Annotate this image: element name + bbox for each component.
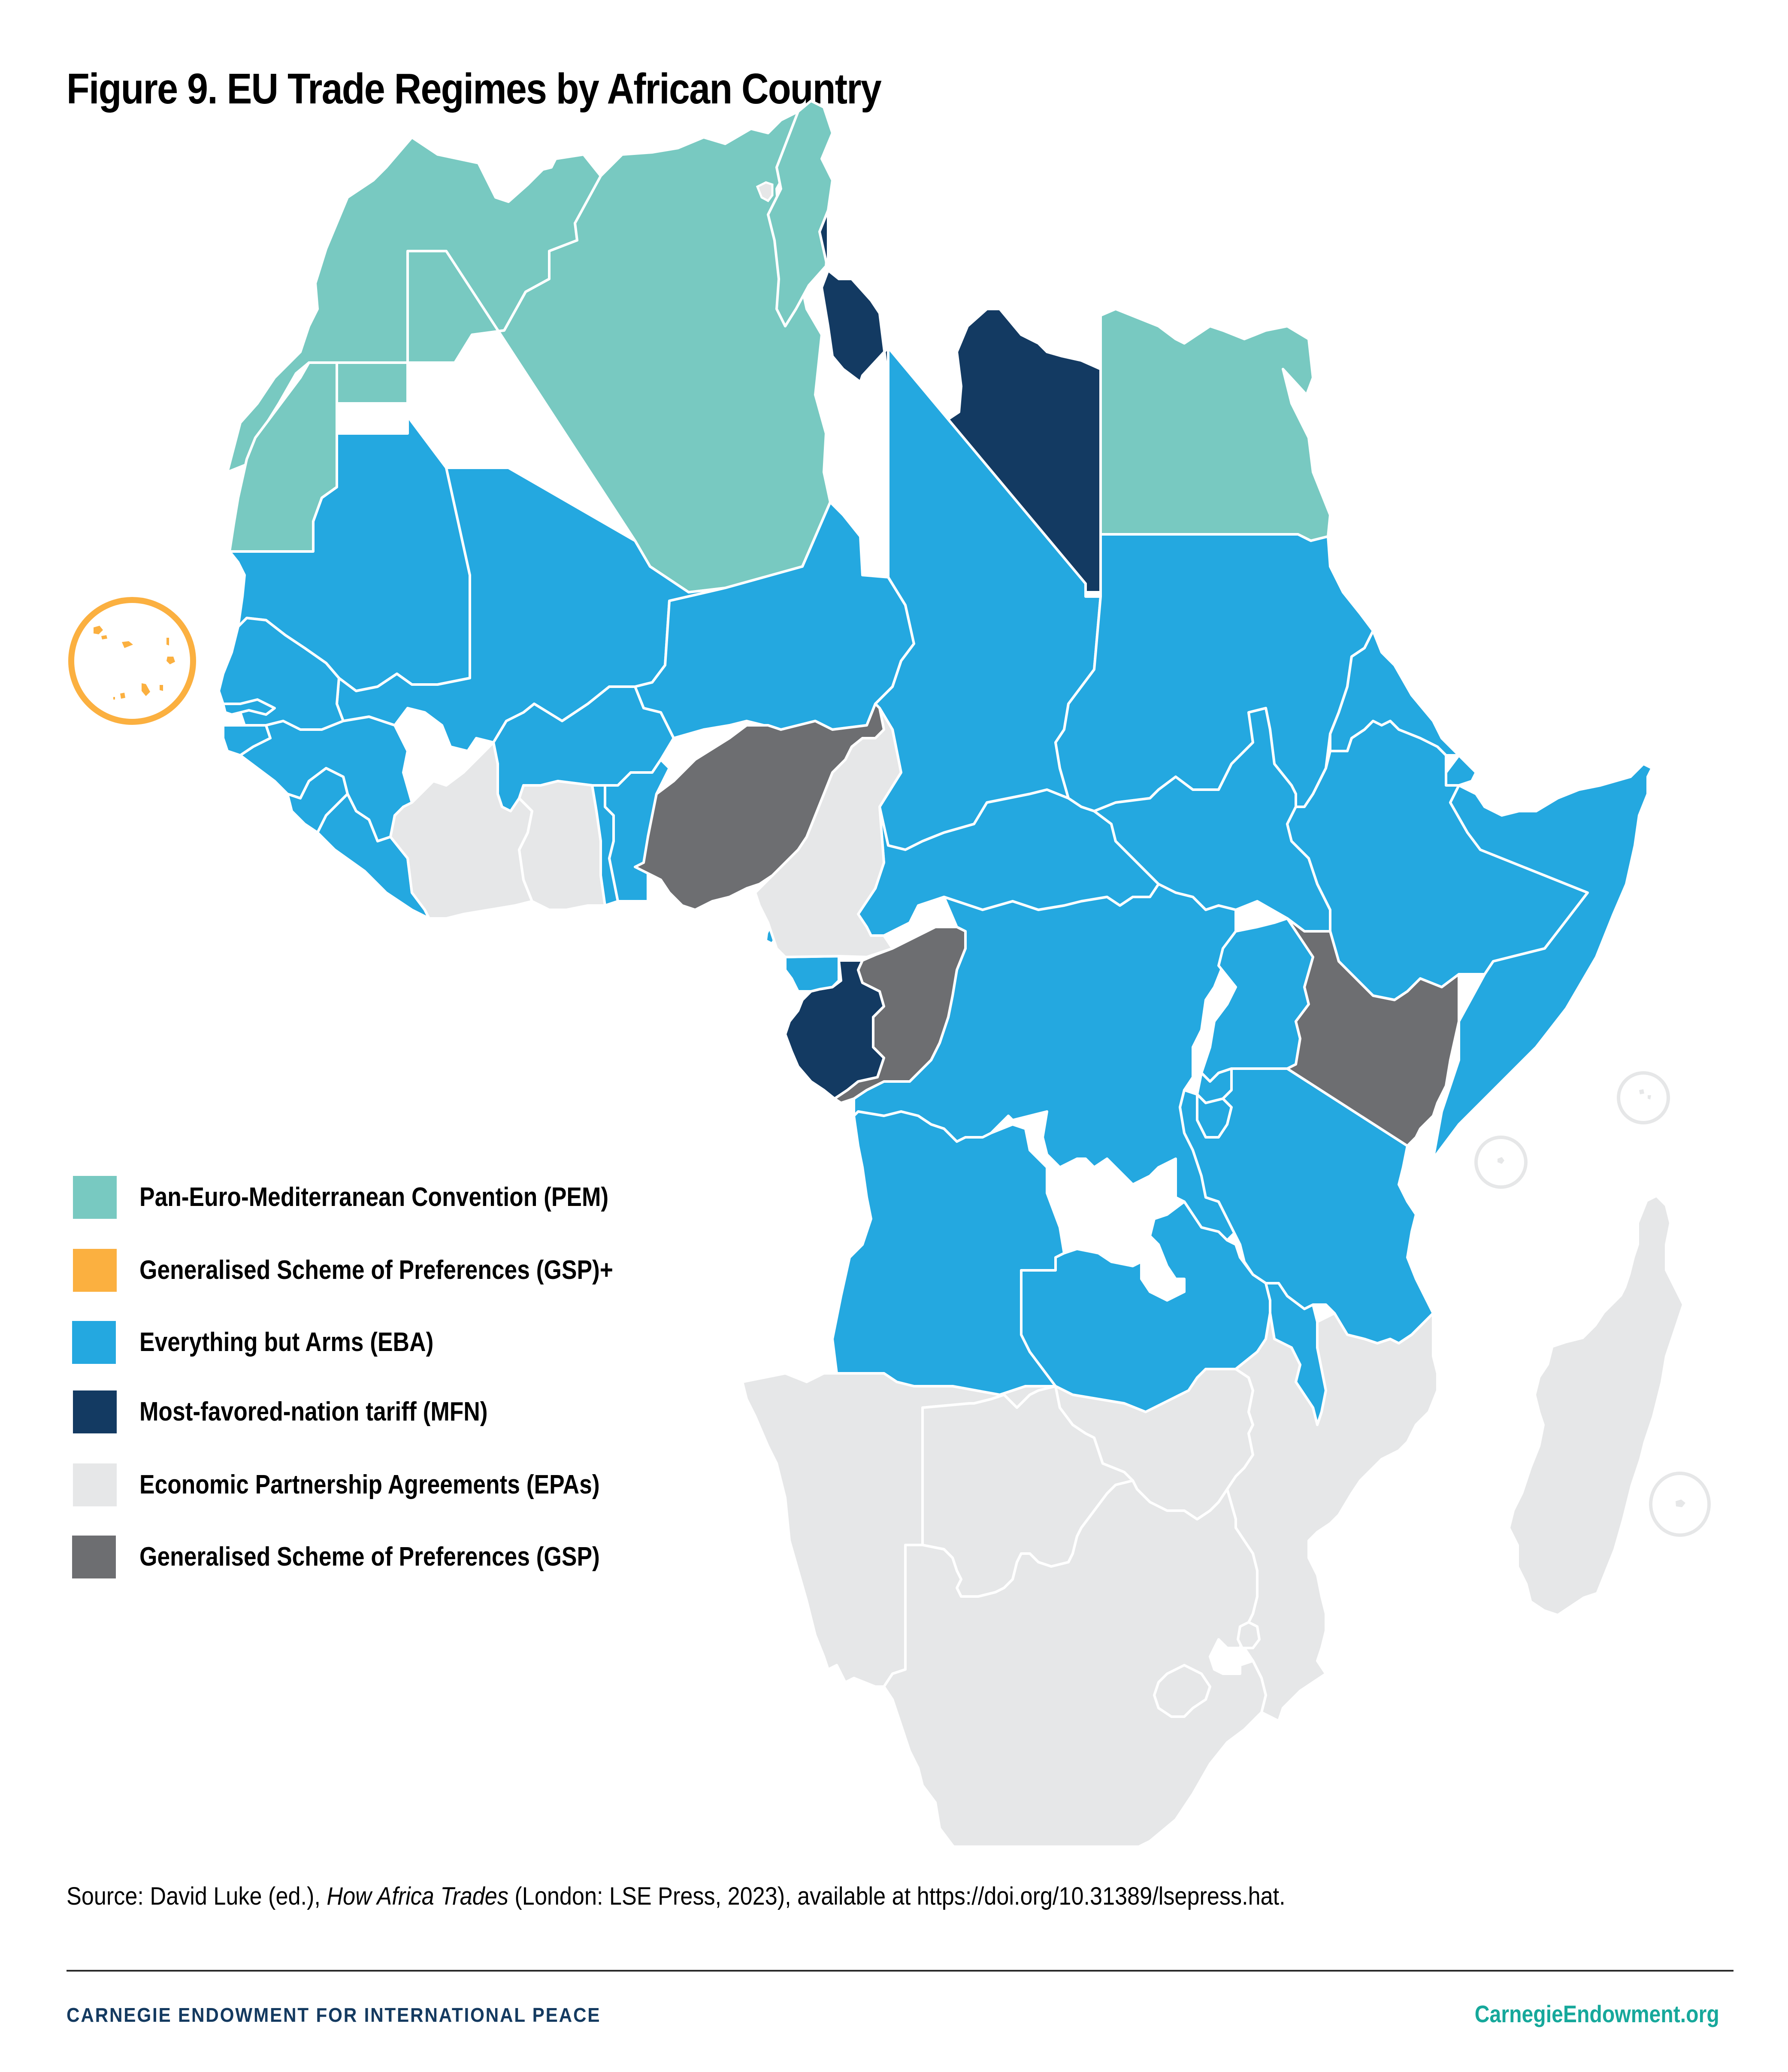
country-eswatini[interactable] [1237, 1621, 1261, 1649]
region-eba [218, 346, 1653, 1426]
seychelles-inset-circle [1617, 1071, 1670, 1124]
source-prefix: Source: David Luke (ed.), [67, 1882, 327, 1910]
swatch-gsp-plus [73, 1249, 117, 1292]
africa-map [68, 100, 1711, 1845]
country-gambia[interactable] [222, 698, 276, 716]
region-pem [226, 100, 1331, 594]
region-epa [389, 181, 1711, 1845]
footer-divider [67, 1970, 1734, 1972]
legend-label-gsp-plus: Generalised Scheme of Preferences (GSP)+ [139, 1255, 613, 1285]
country-djibouti[interactable] [1445, 754, 1477, 787]
legend-label-eba: Everything but Arms (EBA) [139, 1327, 434, 1357]
country-madagascar[interactable] [1510, 1197, 1682, 1614]
legend-label-gsp: Generalised Scheme of Preferences (GSP) [139, 1542, 600, 1572]
country-comoros[interactable] [1498, 1157, 1504, 1164]
country-tunisia[interactable] [767, 100, 834, 327]
country-lesotho[interactable] [1153, 1664, 1211, 1718]
country-mozambique[interactable] [1226, 1312, 1439, 1722]
country-somalia[interactable] [1432, 763, 1653, 1160]
country-ghana[interactable] [518, 780, 606, 911]
swatch-mfn [73, 1390, 117, 1433]
country-congo[interactable] [833, 926, 967, 1104]
country-south-africa[interactable] [883, 1479, 1267, 1845]
country-seychelles[interactable] [1639, 1089, 1651, 1100]
legend-label-mfn: Most-favored-nation tariff (MFN) [139, 1397, 488, 1427]
source-suffix: (London: LSE Press, 2023), available at … [508, 1882, 1286, 1910]
region-gsp [634, 703, 1460, 1147]
figure-title: Figure 9. EU Trade Regimes by African Co… [67, 65, 882, 113]
footer-url-link[interactable]: CarnegieEndowment.org [1475, 2000, 1719, 2027]
swatch-eba [72, 1321, 116, 1364]
country-nigeria[interactable] [634, 703, 885, 911]
country-cabo-verde[interactable] [94, 626, 175, 700]
source-book-title: How Africa Trades [327, 1882, 508, 1910]
legend-label-epa: Economic Partnership Agreements (EPAs) [139, 1470, 600, 1499]
legend-label-pem: Pan-Euro-Mediterranean Convention (PEM) [139, 1182, 609, 1212]
country-mauritius[interactable] [1676, 1499, 1685, 1507]
country-equatorial-guinea[interactable] [784, 955, 840, 993]
country-egypt[interactable] [1099, 308, 1331, 542]
lake-patch [756, 181, 774, 203]
swatch-gsp [72, 1536, 116, 1578]
swatch-epa [73, 1463, 117, 1506]
footer-org-name: CARNEGIE ENDOWMENT FOR INTERNATIONAL PEA… [67, 2004, 601, 2026]
country-kenya[interactable] [1286, 917, 1460, 1147]
source-note: Source: David Luke (ed.), How Africa Tra… [67, 1882, 1286, 1911]
region-gsp-plus [68, 597, 196, 725]
comoros-inset-circle [1474, 1136, 1528, 1189]
cabo-verde-inset-circle [68, 597, 196, 725]
mauritius-inset-circle [1649, 1472, 1711, 1537]
swatch-pem [73, 1176, 117, 1219]
